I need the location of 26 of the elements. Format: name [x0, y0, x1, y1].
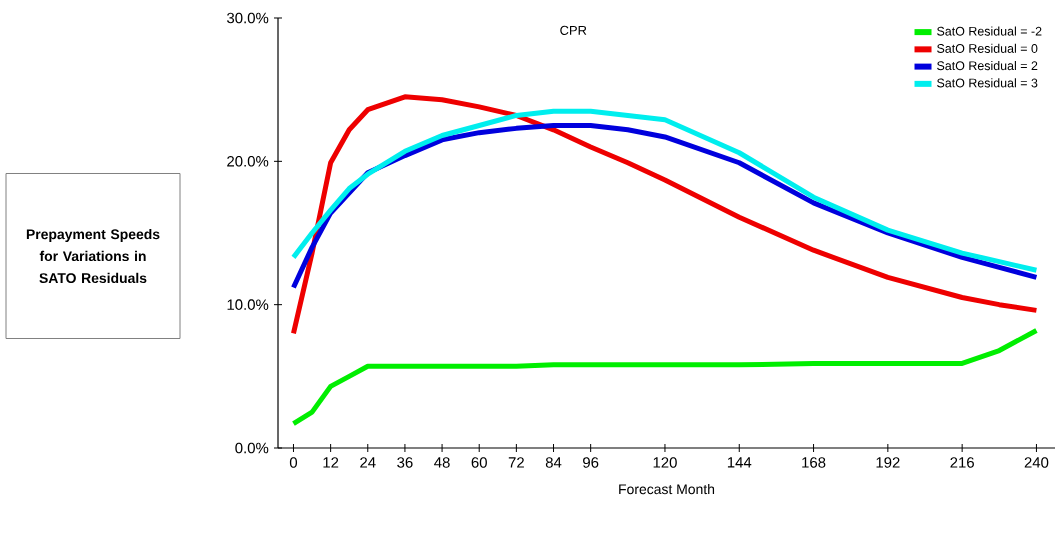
x-tick-label: 72 [508, 457, 524, 468]
x-tick-label: 168 [802, 457, 826, 468]
x-tick-label: 48 [434, 457, 450, 468]
y-tick-label: 10.0% [227, 299, 269, 310]
x-tick-label: 192 [876, 457, 900, 468]
legend-label: SatO Residual = 0 [937, 43, 1038, 53]
x-tick-label: 12 [323, 457, 339, 468]
x-tick-label: 0 [289, 457, 298, 468]
legend-label: SatO Residual = 2 [937, 60, 1038, 71]
y-tick-label: 0.0% [235, 442, 269, 454]
y-tick-label: 30.0% [227, 12, 269, 24]
x-tick-label: 36 [397, 457, 413, 468]
x-tick-label: 60 [471, 457, 487, 468]
x-tick-label: 144 [727, 457, 752, 468]
x-tick-label: 216 [950, 457, 974, 468]
y-axis-title: Prepayment Speeds for Variations in SATO Residuals [26, 228, 160, 284]
x-tick-label: 96 [583, 457, 599, 468]
chart-title: CPR [560, 25, 587, 35]
x-tick-label: 24 [360, 457, 376, 468]
legend-label: SatO Residual = 3 [937, 78, 1038, 88]
x-axis-title: Forecast Month [619, 483, 715, 495]
x-tick-label: 120 [653, 457, 677, 468]
legend-label: SatO Residual = -2 [937, 26, 1042, 36]
x-tick-label: 240 [1024, 457, 1049, 468]
y-tick-label: 20.0% [227, 156, 269, 167]
x-tick-label: 84 [545, 457, 562, 468]
